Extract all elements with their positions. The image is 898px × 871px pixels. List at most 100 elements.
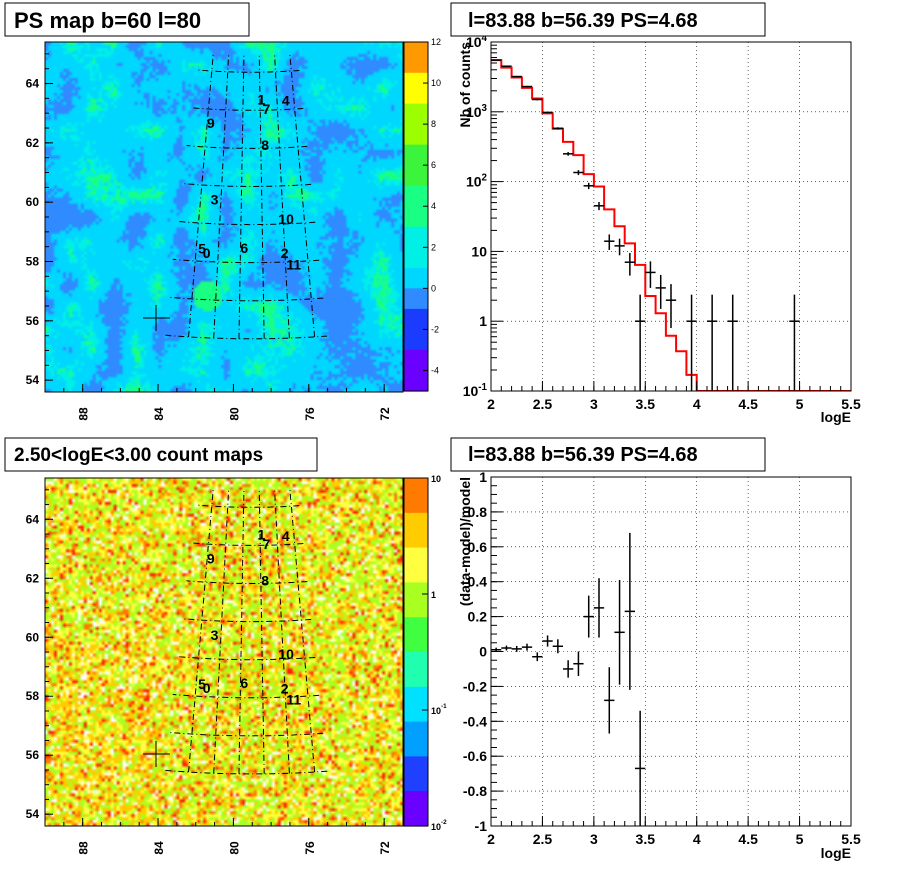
ps-colorbar-segment [404, 144, 428, 156]
count-colorbar-segment [404, 605, 428, 618]
ps-colorbar-segment [404, 93, 428, 105]
count-map-ytick-label: 62 [26, 571, 40, 585]
ps-colorbar-segment [404, 278, 428, 289]
count-map-xtick-label: 88 [77, 841, 91, 855]
count-colorbar-segment [404, 756, 428, 769]
count-map-ytick-label: 56 [26, 748, 40, 762]
spectrum-xtick-label: 2.5 [533, 396, 553, 412]
ps-map-source-0: 0 [203, 245, 211, 261]
ps-colorbar-label: 10 [431, 78, 441, 88]
ps-colorbar-segment [404, 165, 428, 177]
ps-map-xtick-label: 76 [303, 407, 317, 421]
ps-map-xtick-label: 72 [378, 407, 392, 421]
ps-colorbar-segment [404, 298, 428, 310]
ps-map-colorbar: 12 10 8 6 4 2 0 -2 -4 [403, 37, 441, 392]
ps-map-source-6: 6 [240, 240, 248, 256]
count-map-ytick-label: 64 [26, 512, 40, 526]
residual-xtick-label: 2 [487, 831, 495, 847]
count-map-ytick-label: 54 [26, 807, 40, 821]
count-map-xtick-label: 76 [303, 841, 317, 855]
spectrum-ytick-label: 104 [466, 33, 488, 50]
ps-colorbar-label: 0 [431, 283, 436, 293]
ps-map-source-4: 4 [282, 93, 290, 109]
ps-map-source-8: 8 [261, 137, 269, 153]
count-map-source-6: 6 [240, 675, 248, 691]
count-map-xtick-label: 80 [227, 841, 241, 855]
count-colorbar-segment [404, 814, 428, 827]
count-map-xtick-label: 72 [378, 841, 392, 855]
count-colorbar-label: 10-1 [431, 703, 447, 716]
count-colorbar-segment [404, 547, 428, 560]
ps-map-source-1: 1 [258, 92, 266, 108]
ps-map-source-5: 5 [198, 241, 206, 257]
ps-map-source-7: 7 [263, 101, 271, 117]
ps-map-ytick-label: 62 [26, 136, 40, 150]
residual-ytick-label: -0.6 [463, 748, 487, 764]
ps-map-ytick-label: 58 [26, 254, 40, 268]
ps-map-parallel [177, 220, 316, 226]
count-map-meridian [289, 487, 316, 773]
residual-ytick-label: -0.2 [463, 678, 487, 694]
count-map-source-9: 9 [207, 550, 215, 566]
ps-map-source-2: 2 [281, 245, 289, 261]
count-colorbar-segment [404, 768, 428, 781]
spectrum-ytick-label: 10 [471, 243, 487, 259]
count-map-meridian [258, 488, 265, 774]
ps-colorbar-segment [404, 185, 428, 197]
count-colorbar-segment [404, 559, 428, 572]
count-map-parallel [191, 542, 304, 546]
ps-map-title-box [4, 2, 250, 37]
count-map-meridian [188, 487, 214, 773]
ps-map-source-11: 11 [286, 256, 301, 272]
count-colorbar-segment [404, 779, 428, 792]
count-colorbar-segment [404, 721, 428, 734]
count-map-parallel [163, 769, 328, 775]
spectrum-xtick-label: 2 [487, 396, 495, 412]
residual-xtick-label: 3.5 [636, 831, 656, 847]
ps-map-xtick-label: 84 [152, 407, 166, 421]
ps-map-parallel [186, 145, 308, 149]
ps-map-meridian [258, 53, 265, 339]
count-colorbar-segment [404, 710, 428, 723]
count-colorbar-segment [404, 675, 428, 688]
residual-xtick-label: 5.5 [841, 831, 861, 847]
count-map-meridian [238, 488, 245, 774]
ps-colorbar-segment [404, 360, 428, 372]
residual-xtick-label: 4.5 [738, 831, 758, 847]
ps-map-parallel [181, 183, 312, 187]
ps-map-ytick-label: 60 [26, 195, 40, 209]
count-map-source-10: 10 [278, 646, 294, 662]
ps-map-meridian [289, 51, 316, 337]
count-map-source-11: 11 [286, 691, 301, 707]
count-map-parallel [195, 504, 300, 508]
count-colorbar-segment [404, 570, 428, 583]
count-map-source-0: 0 [203, 680, 211, 696]
count-map-source-4: 4 [282, 528, 290, 544]
spectrum-ytick-label: 102 [466, 173, 488, 190]
residual-title-box [450, 437, 766, 472]
residual-panel: 2 2.5 3 3.5 4 4.5 5 5.5 1 0.8 0.6 0.4 0.2 0 -0.2 -0.4 -0… [450, 437, 861, 861]
ps-map-parallel [172, 258, 320, 264]
count-colorbar-segment [404, 489, 428, 502]
count-map-parallel [186, 580, 308, 584]
ps-map-source-3: 3 [211, 192, 219, 208]
count-colorbar-segment [404, 594, 428, 607]
residual-ytick-label: -0.8 [463, 783, 487, 799]
spectrum-title: l=83.88 b=56.39 PS=4.68 [468, 10, 698, 32]
count-colorbar-segment [404, 733, 428, 746]
count-colorbar-segment [404, 536, 428, 549]
ps-colorbar-segment [404, 267, 428, 279]
residual-ytick-label: 0.8 [468, 504, 488, 520]
count-colorbar-label: 1 [431, 590, 436, 600]
ps-colorbar-segment [404, 226, 428, 238]
ps-colorbar-label: 2 [431, 242, 436, 252]
spectrum-xtick-label: 4 [693, 396, 701, 412]
residual-ytick-label: 0 [479, 644, 487, 660]
ps-colorbar-segment [404, 237, 428, 248]
spectrum-xlabel: logE [821, 409, 851, 425]
ps-colorbar-segment [404, 154, 428, 166]
ps-map-coordinate-grid [163, 51, 328, 340]
count-map-meridian [213, 487, 230, 774]
